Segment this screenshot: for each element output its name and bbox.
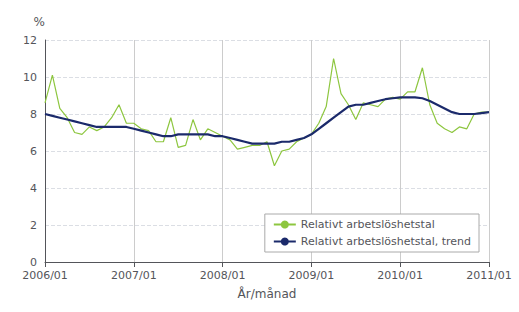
svg-text:6: 6	[30, 145, 37, 158]
svg-text:2010/01: 2010/01	[377, 269, 423, 282]
svg-text:12: 12	[23, 34, 37, 47]
svg-text:2008/01: 2008/01	[200, 269, 246, 282]
svg-text:Relativt arbetslöshetstal: Relativt arbetslöshetstal	[301, 218, 435, 231]
svg-text:År/månad: År/månad	[238, 286, 297, 301]
svg-text:2006/01: 2006/01	[22, 269, 68, 282]
svg-text:4: 4	[30, 182, 37, 195]
svg-text:2009/01: 2009/01	[289, 269, 335, 282]
svg-text:10: 10	[23, 71, 37, 84]
svg-text:Relativt arbetslöshetstal, tre: Relativt arbetslöshetstal, trend	[301, 235, 471, 248]
svg-text:2007/01: 2007/01	[111, 269, 157, 282]
svg-text:8: 8	[30, 108, 37, 121]
svg-text:0: 0	[30, 256, 37, 269]
svg-text:2011/01: 2011/01	[466, 269, 512, 282]
svg-text:%: %	[34, 15, 45, 29]
svg-text:2: 2	[30, 219, 37, 232]
